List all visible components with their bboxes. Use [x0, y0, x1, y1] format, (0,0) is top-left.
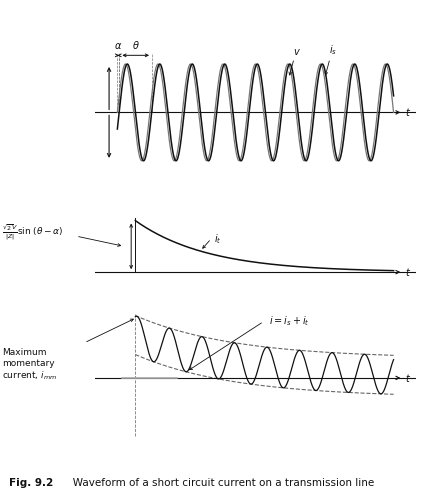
- Text: $\theta$: $\theta$: [132, 40, 139, 52]
- Text: $i_s$: $i_s$: [329, 43, 337, 57]
- Text: $t$: $t$: [405, 266, 411, 278]
- Text: $i = i_s + i_t$: $i = i_s + i_t$: [269, 314, 310, 328]
- Text: Maximum
momentary
current, $i_{mm}$: Maximum momentary current, $i_{mm}$: [2, 348, 57, 382]
- Text: Waveform of a short circuit current on a transmission line: Waveform of a short circuit current on a…: [63, 478, 374, 488]
- Text: $\frac{\sqrt{2}V}{|Z|}$$\sin\,(\theta - \alpha)$: $\frac{\sqrt{2}V}{|Z|}$$\sin\,(\theta - …: [2, 222, 64, 242]
- Text: $v$: $v$: [293, 47, 301, 57]
- Text: $i_t$: $i_t$: [214, 232, 222, 245]
- Text: Fig. 9.2: Fig. 9.2: [9, 478, 53, 488]
- Text: $t$: $t$: [405, 106, 411, 118]
- Text: $t$: $t$: [405, 372, 411, 384]
- Text: $\alpha$: $\alpha$: [114, 42, 123, 51]
